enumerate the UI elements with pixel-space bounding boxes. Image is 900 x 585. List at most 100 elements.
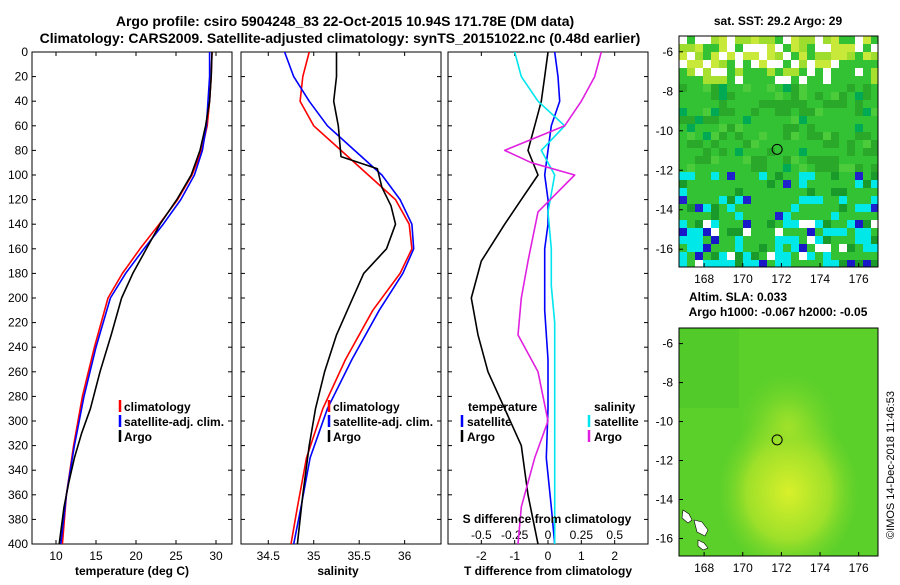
sst-cell	[695, 260, 703, 267]
sst-cell	[679, 220, 687, 228]
sst-cell	[695, 156, 703, 164]
x-tick-label: 25	[169, 549, 183, 563]
sst-cell	[855, 164, 863, 172]
sst-cell	[839, 164, 847, 172]
sst-cell	[783, 52, 791, 60]
sst-cell	[871, 236, 878, 244]
salinity-line-argo	[296, 52, 397, 544]
sst-cell	[759, 244, 767, 252]
sst-cell	[863, 244, 871, 252]
sst-cell	[711, 172, 719, 180]
map-lon-label: 172	[771, 272, 791, 286]
sst-cell	[847, 52, 855, 60]
depth-tick-label: 320	[8, 439, 28, 453]
sst-cell	[735, 228, 743, 236]
sla-map-title-1: Altim. SLA: 0.033	[689, 290, 787, 304]
sst-cell	[791, 132, 799, 140]
sst-cell	[727, 252, 735, 260]
sst-cell	[735, 196, 743, 204]
sst-cell	[871, 44, 878, 52]
sst-cell	[759, 60, 767, 68]
sst-cell	[695, 52, 703, 60]
sst-cell	[687, 236, 695, 244]
sst-cell	[743, 52, 751, 60]
sst-cell	[839, 92, 847, 100]
x-tick-label: 0	[545, 549, 552, 563]
sst-cell	[823, 140, 831, 148]
sst-cell	[695, 36, 703, 44]
sst-cell	[791, 100, 799, 108]
sst-cell	[775, 228, 783, 236]
sst-cell	[807, 36, 815, 44]
sst-cell	[687, 204, 695, 212]
sst-cell	[719, 92, 727, 100]
sst-cell	[679, 36, 687, 44]
sst-cell	[799, 60, 807, 68]
sst-cell	[775, 252, 783, 260]
sst-cell	[783, 36, 791, 44]
sst-cell	[863, 84, 871, 92]
sst-cell	[759, 100, 767, 108]
sst-cell	[783, 180, 791, 188]
temperature-panel	[31, 51, 233, 545]
sst-cell	[735, 244, 743, 252]
sst-cell	[751, 140, 759, 148]
sst-cell	[767, 52, 775, 60]
map-lat-label: -14	[656, 203, 674, 217]
sst-cell	[695, 220, 703, 228]
sst-cell	[751, 260, 759, 267]
legend-label-satellite: satellite-adj. clim.	[333, 415, 433, 429]
sst-cell	[791, 244, 799, 252]
sst-cell	[855, 44, 863, 52]
sst-cell	[695, 252, 703, 260]
salinity-axis-label: salinity	[317, 564, 359, 578]
sst-cell	[719, 52, 727, 60]
x-tick-label: 35.5	[348, 549, 372, 563]
sst-map-cells	[679, 36, 878, 267]
sst-cell	[847, 44, 855, 52]
sst-cell	[703, 156, 711, 164]
sst-cell	[783, 100, 791, 108]
sst-cell	[839, 100, 847, 108]
sst-cell	[839, 260, 847, 267]
sst-cell	[783, 76, 791, 84]
sst-cell	[799, 164, 807, 172]
sst-cell	[863, 36, 871, 44]
legend-label-sal-satellite: satellite	[594, 415, 639, 429]
sst-cell	[759, 260, 767, 267]
sst-cell	[679, 172, 687, 180]
depth-axis: 0 20 40 60 80 100 120 140 160 180 200 220 240 260 280 3…	[8, 45, 648, 551]
sst-cell	[775, 100, 783, 108]
sst-cell	[743, 252, 751, 260]
sst-cell	[767, 84, 775, 92]
s-diff-tick-label: -0.5	[471, 528, 492, 542]
sst-cell	[807, 220, 815, 228]
sst-cell	[855, 92, 863, 100]
depth-tick-label: 240	[8, 340, 28, 354]
sst-cell	[815, 60, 823, 68]
legend-label-argo: Argo	[333, 430, 361, 444]
sst-cell	[719, 68, 727, 76]
sst-cell	[711, 220, 719, 228]
imos-credit: ©IMOS 14-Dec-2018 11:46:53	[885, 391, 897, 539]
sst-cell	[791, 60, 799, 68]
sst-cell	[799, 244, 807, 252]
depth-tick-label: 360	[8, 488, 28, 502]
depth-tick-label: 0	[21, 45, 28, 59]
sst-cell	[727, 228, 735, 236]
sst-cell	[855, 132, 863, 140]
sst-cell	[783, 108, 791, 116]
map-lat-label: -6	[662, 45, 673, 59]
sst-cell	[839, 196, 847, 204]
sst-cell	[767, 252, 775, 260]
sst-cell	[847, 84, 855, 92]
sst-cell	[743, 228, 751, 236]
sst-cell	[839, 52, 847, 60]
sst-cell	[703, 116, 711, 124]
sst-cell	[831, 92, 839, 100]
legend-label-climatology: climatology	[333, 400, 400, 414]
map-lat-label: -10	[656, 124, 674, 138]
sst-cell	[871, 52, 878, 60]
legend-label-satellite: satellite-adj. clim.	[124, 415, 224, 429]
